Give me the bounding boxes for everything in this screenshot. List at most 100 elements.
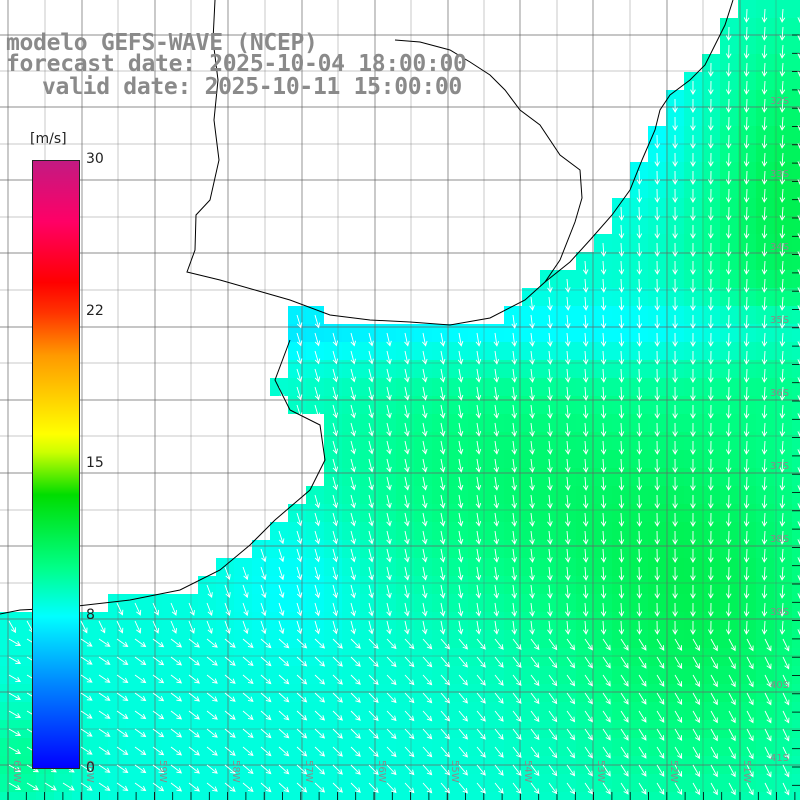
wind-arrow [242,746,254,757]
wind-arrow [708,584,714,599]
wind-arrow [618,440,625,455]
wind-arrow [404,512,410,527]
wind-arrow [708,494,714,509]
wind-arrow [725,530,732,545]
wind-arrow [672,278,678,293]
wind-arrow [529,494,535,509]
wind-arrow [761,404,768,419]
wind-arrow [654,566,661,581]
wind-cell [792,702,800,720]
wind-arrow [404,458,410,473]
wind-arrow [743,134,750,149]
wind-arrow [728,674,736,688]
wind-arrow [690,296,696,311]
wind-arrow [746,746,754,760]
wind-arrow [152,728,165,738]
wind-arrow [422,746,433,758]
wind-arrow [422,332,428,347]
wind-arrow [725,620,732,635]
wind-arrow [725,98,732,113]
wind-arrow [618,512,625,527]
wind-arrow [636,476,643,491]
wind-arrow [368,476,374,491]
wind-arrow [725,458,732,473]
wind-cell [342,792,360,800]
wind-arrow [152,746,165,756]
wind-arrow [708,476,714,491]
wind-arrow [386,440,392,455]
wind-arrow [422,602,428,617]
wind-arrow [80,674,93,683]
wind-arrow [565,476,571,491]
wind-arrow [779,476,786,491]
longitude-label: 59W [157,760,168,783]
wind-arrow [80,620,88,634]
wind-arrow [368,566,374,581]
wind-arrow [44,782,57,791]
wind-arrow [743,80,750,95]
wind-arrow [206,728,218,738]
wind-arrow [654,134,661,149]
wind-arrow [565,278,571,293]
wind-arrow [743,314,750,329]
wind-cell [792,450,800,468]
wind-cell [576,792,594,800]
colorbar-tick: 15 [86,455,104,471]
wind-arrow [475,476,482,491]
wind-arrow [654,368,661,383]
wind-arrow [332,512,339,527]
wind-arrow [636,512,643,527]
wind-arrow [332,368,339,383]
wind-arrow [566,692,576,705]
wind-arrow [439,602,446,617]
wind-arrow [743,224,750,239]
wind-arrow [170,602,177,616]
wind-arrow [511,512,517,527]
wind-arrow [565,602,571,617]
wind-arrow [493,602,500,617]
wind-cell [18,792,36,800]
wind-arrow [188,692,200,702]
wind-arrow [690,458,696,473]
wind-arrow [565,314,571,329]
wind-cell [720,792,738,800]
wind-arrow [386,674,397,686]
wind-arrow [725,242,732,257]
wind-arrow [565,548,571,563]
wind-arrow [764,746,772,760]
wind-arrow [708,80,714,95]
wind-arrow [565,296,571,311]
wind-arrow [674,638,683,651]
wind-arrow [422,656,433,668]
wind-arrow [672,440,678,455]
wind-arrow [761,260,768,275]
wind-arrow [332,530,339,545]
wind-arrow [692,746,700,760]
wind-arrow [708,134,714,149]
wind-arrow [80,746,93,755]
wind-arrow [332,422,339,437]
wind-cell [324,792,342,800]
wind-arrow [314,332,321,347]
wind-arrow [368,620,374,635]
wind-arrow [672,584,678,599]
wind-arrow [511,404,517,419]
wind-arrow [493,422,500,437]
wind-arrow [761,512,768,527]
wind-arrow [134,656,147,666]
wind-arrow [779,620,786,635]
wind-cell [792,504,800,522]
wind-arrow [296,656,308,667]
wind-arrow [600,242,607,257]
wind-cell [234,792,252,800]
wind-arrow [242,692,254,703]
wind-arrow [529,458,535,473]
wind-arrow [278,530,285,545]
wind-arrow [206,638,218,648]
wind-arrow [457,620,464,635]
wind-cell [126,792,144,800]
wind-arrow [368,548,374,563]
wind-arrow [584,710,593,723]
wind-arrow [746,692,754,706]
